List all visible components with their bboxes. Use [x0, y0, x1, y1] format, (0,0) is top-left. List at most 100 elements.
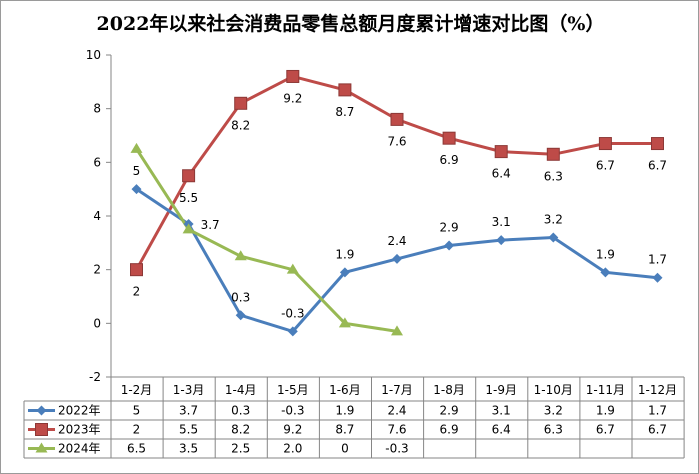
y-tick-label: 6	[93, 155, 101, 169]
data-label: 5	[133, 164, 141, 178]
x-tick-label: 1-7月	[381, 383, 413, 397]
data-point	[35, 423, 48, 436]
data-point	[390, 112, 404, 126]
data-label: 8.7	[335, 105, 354, 119]
data-point	[182, 223, 195, 234]
table-cell: 8.2	[231, 423, 250, 437]
y-tick-label: 4	[93, 209, 101, 223]
data-label: 1.9	[596, 247, 615, 261]
table-cell: 6.7	[596, 423, 615, 437]
data-label: 6.3	[544, 169, 563, 183]
data-label: 3.2	[544, 212, 563, 226]
table-cell: 5	[133, 404, 141, 418]
x-tick-label: 1-6月	[329, 383, 361, 397]
data-label: 2.4	[387, 234, 406, 248]
data-point	[131, 184, 142, 195]
data-label: 3.1	[492, 215, 511, 229]
data-label: 8.2	[231, 118, 250, 132]
table-cell: 1.9	[596, 404, 615, 418]
data-label: 0.3	[231, 290, 250, 304]
x-tick-label: 1-10月	[534, 383, 573, 397]
data-point	[130, 263, 143, 277]
table-cell: 1.7	[648, 404, 667, 418]
legend-label: 2023年	[58, 423, 101, 437]
data-label: 7.6	[387, 134, 406, 148]
table-cell: 7.6	[387, 423, 406, 437]
data-point	[130, 142, 143, 153]
data-point	[35, 442, 48, 453]
x-tick-label: 1-11月	[586, 383, 625, 397]
y-tick-label: -2	[89, 370, 101, 384]
table-cell: -0.3	[385, 442, 408, 456]
data-label: 1.9	[335, 247, 354, 261]
y-tick-label: 10	[86, 48, 101, 62]
data-point	[496, 235, 507, 246]
data-point	[286, 69, 300, 83]
table-cell: 1.9	[335, 404, 354, 418]
y-tick-label: 8	[93, 102, 101, 116]
data-label: 9.2	[283, 91, 302, 105]
data-point	[391, 325, 403, 336]
data-label: 5.5	[179, 191, 198, 205]
table-cell: 6.7	[648, 423, 667, 437]
x-tick-label: 1-4月	[225, 383, 257, 397]
table-cell: 3.1	[492, 404, 511, 418]
data-point	[234, 250, 247, 261]
table-cell: 3.5	[179, 442, 198, 456]
table-cell: 8.7	[335, 423, 354, 437]
table-cell: 2.0	[283, 442, 302, 456]
data-label: 6.9	[440, 153, 459, 167]
table-cell: 6.9	[440, 423, 459, 437]
data-point	[392, 253, 402, 264]
y-tick-label: 0	[93, 316, 101, 330]
table-cell: 5.5	[179, 423, 198, 437]
x-tick-label: 1-9月	[485, 383, 517, 397]
table-cell: 0.3	[231, 404, 250, 418]
y-tick-label: 2	[93, 263, 101, 277]
data-point	[494, 145, 508, 159]
data-label: 3.7	[201, 218, 220, 232]
data-point	[234, 96, 248, 110]
data-label: -0.3	[281, 306, 304, 320]
data-point	[442, 131, 456, 145]
chart-title: 2022年以来社会消费品零售总额月度累计增速对比图（%）	[96, 13, 605, 35]
data-point	[182, 169, 196, 183]
data-label: 2	[133, 285, 141, 299]
data-point	[338, 317, 351, 328]
data-point	[287, 326, 298, 337]
table-cell: 2	[133, 423, 141, 437]
table-cell: 3.7	[179, 404, 198, 418]
table-cell: 6.4	[492, 423, 511, 437]
data-point	[651, 137, 664, 151]
data-point	[235, 310, 246, 321]
data-label: 2.9	[440, 221, 459, 235]
data-point	[546, 147, 560, 161]
data-label: 1.7	[648, 253, 667, 267]
series-line	[135, 148, 398, 333]
table-cell: 6.3	[544, 423, 563, 437]
data-label: 6.7	[648, 159, 667, 173]
x-tick-label: 1-2月	[121, 383, 153, 397]
table-cell: 9.2	[283, 423, 302, 437]
data-point	[600, 267, 611, 278]
data-point	[36, 405, 47, 416]
table-cell: 3.2	[544, 404, 563, 418]
data-point	[286, 263, 299, 274]
data-label: 6.4	[492, 167, 511, 181]
legend-label: 2024年	[58, 442, 101, 456]
x-tick-label: 1-8月	[433, 383, 465, 397]
data-point	[652, 272, 663, 283]
x-tick-label: 1-12月	[638, 383, 677, 397]
data-point	[339, 267, 350, 278]
table-cell: 2.9	[440, 404, 459, 418]
table-cell: 2.4	[387, 404, 406, 418]
data-point	[338, 83, 352, 97]
x-tick-label: 1-5月	[277, 383, 309, 397]
data-label: 6.7	[596, 159, 615, 173]
legend-label: 2022年	[58, 404, 101, 418]
table-cell: 0	[341, 442, 349, 456]
table-cell: -0.3	[281, 404, 304, 418]
data-point	[444, 240, 455, 251]
